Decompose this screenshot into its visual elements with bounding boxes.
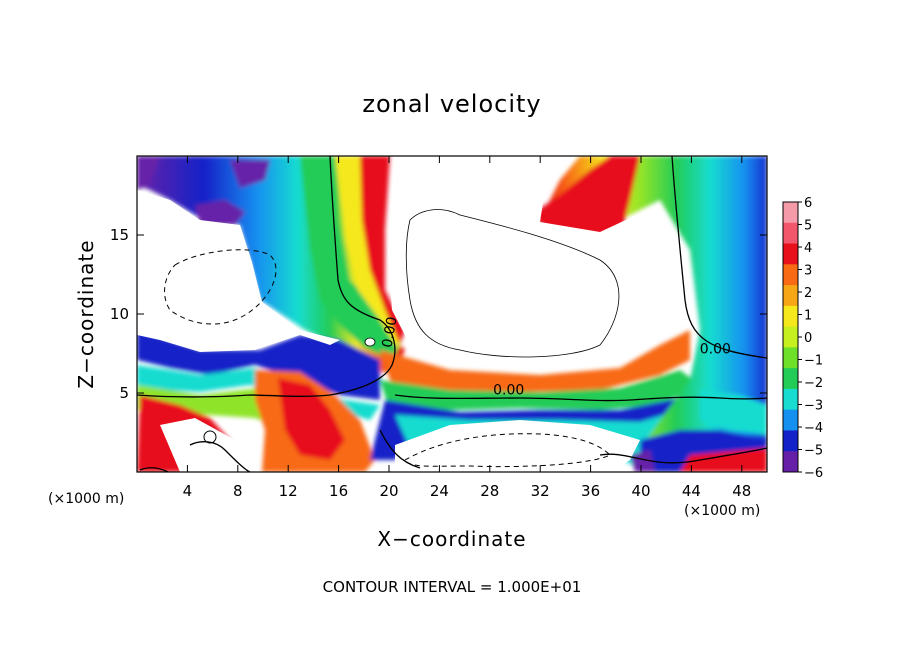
contour-interval-note: CONTOUR INTERVAL = 1.000E+01	[323, 578, 582, 596]
colorbar-swatch	[783, 368, 798, 390]
x-tick-label: 40	[631, 482, 650, 500]
colorbar-tick-label: −2	[804, 376, 823, 391]
colorbar-tick-label: −3	[804, 399, 823, 414]
x-unit-right: (×1000 m)	[684, 503, 760, 519]
x-tick-label: 36	[581, 482, 600, 500]
contour-label: 0.00	[380, 316, 401, 349]
velocity-field	[137, 156, 767, 472]
y-tick-label: 15	[110, 226, 129, 244]
x-axis-title: X−coordinate	[377, 527, 526, 551]
colorbar-swatch	[783, 451, 798, 473]
colorbar-swatch	[783, 285, 798, 307]
x-tick-label: 24	[430, 482, 449, 500]
y-tick-label: 10	[110, 305, 129, 323]
x-tick-label: 4	[183, 482, 193, 500]
x-tick-marks	[186, 156, 743, 472]
x-tick-label: 16	[329, 482, 348, 500]
y-tick-label: 5	[119, 384, 129, 402]
colorbar-tick-label: 6	[804, 196, 812, 211]
colorbar-tick-label: −6	[804, 466, 823, 481]
x-tick-label: 8	[233, 482, 243, 500]
colorbar-swatch	[783, 409, 798, 431]
x-tick-labels: 4 8 12 16 20 24 28 32 36 40 44 48	[183, 482, 752, 500]
y-axis-title: Z−coordinate	[74, 239, 98, 388]
x-tick-label: 32	[531, 482, 550, 500]
colorbar-swatch	[783, 430, 798, 452]
colorbar-swatch	[783, 222, 798, 245]
colorbar-swatch	[783, 243, 798, 265]
colorbar-swatch	[783, 326, 798, 348]
y-tick-labels: 5 10 15	[110, 226, 129, 402]
colorbar-tick-label: 5	[804, 219, 812, 234]
colorbar-swatch	[783, 305, 798, 328]
x-tick-label: 44	[682, 482, 701, 500]
colorbar-tick-label: −1	[804, 354, 823, 369]
contour-label: 0.00	[700, 342, 731, 358]
colorbar-swatch	[783, 347, 798, 369]
colorbar-swatch	[783, 388, 798, 411]
chart-title: zonal velocity	[362, 90, 541, 118]
colorbar-tick-label: 3	[804, 264, 812, 279]
x-unit-left: (×1000 m)	[48, 491, 124, 507]
x-tick-label: 12	[279, 482, 298, 500]
colorbar-tick-label: −4	[804, 421, 823, 436]
colorbar	[782, 201, 802, 473]
colorbar-tick-label: −5	[804, 444, 823, 459]
colorbar-tick-label: 4	[804, 241, 812, 256]
colorbar-swatch	[783, 264, 798, 286]
x-tick-label: 28	[480, 482, 499, 500]
y-tick-marks	[137, 234, 767, 394]
colorbar-swatch	[783, 202, 798, 224]
x-tick-label: 48	[732, 482, 751, 500]
contour-label: 0.00	[493, 383, 524, 399]
x-tick-label: 20	[379, 482, 398, 500]
contour-labels: 0.00 0.00 0.00	[380, 316, 731, 399]
colorbar-tick-label: 2	[804, 286, 812, 301]
colorbar-tick-label: 1	[804, 309, 812, 324]
colorbar-tick-label: 0	[804, 331, 812, 346]
colorbar-tick-labels: 6 5 4 3 2 1 0 −1 −2 −3 −4 −5 −6	[804, 196, 823, 481]
